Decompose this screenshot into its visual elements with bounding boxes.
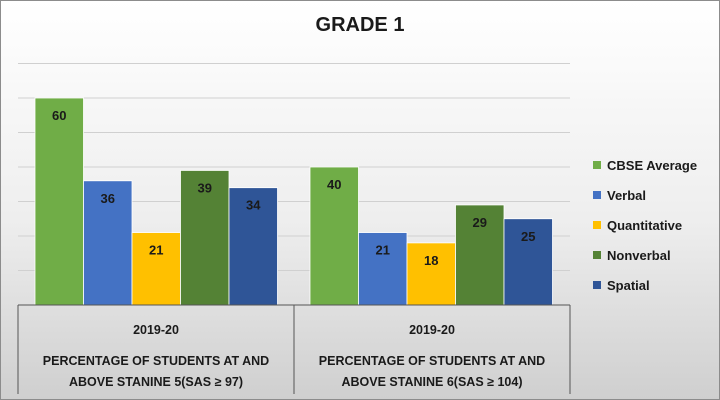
data-label: 21 xyxy=(149,243,163,258)
bar-nonverbal-2 xyxy=(455,204,505,306)
legend-swatch xyxy=(593,221,601,229)
chart-title: GRADE 1 xyxy=(315,14,405,36)
legend-swatch xyxy=(593,191,601,199)
data-label: 36 xyxy=(101,191,115,206)
legend-swatch xyxy=(593,161,601,169)
legend-label: Verbal xyxy=(607,187,647,203)
data-label: 60 xyxy=(52,108,66,123)
legend-item: CBSE Average xyxy=(593,150,713,180)
bar-nonverbal-1 xyxy=(180,170,230,306)
legend-item: Spatial xyxy=(593,270,713,300)
legend-label: CBSE Average xyxy=(607,157,698,173)
data-label: 21 xyxy=(376,243,390,258)
chart-legend: CBSE Average Verbal Quantitative Nonverbal S… xyxy=(593,150,713,300)
legend-label: Nonverbal xyxy=(607,247,671,263)
legend-label: Quantitative xyxy=(607,217,683,233)
bar-spatial-2 xyxy=(503,218,553,306)
data-label: 40 xyxy=(327,177,341,192)
bar-cbse-average-2 xyxy=(309,166,359,306)
category-label-line1: PERCENTAGE OF STUDENTS AT AND xyxy=(319,354,545,368)
category-label-line2: ABOVE STANINE 5(SAS ≥ 97) xyxy=(69,375,243,389)
legend-swatch xyxy=(593,281,601,289)
data-label: 29 xyxy=(473,215,487,230)
legend-item: Nonverbal xyxy=(593,240,713,270)
data-label: 34 xyxy=(246,198,261,213)
legend-item: Verbal xyxy=(593,180,713,210)
category-label-line1: PERCENTAGE OF STUDENTS AT AND xyxy=(43,354,269,368)
bar-verbal-1 xyxy=(83,180,133,306)
category-year-label: 2019-20 xyxy=(133,323,179,337)
data-label: 39 xyxy=(198,180,212,195)
bar-cbse-average-1 xyxy=(34,97,84,306)
category-year-label: 2019-20 xyxy=(409,323,455,337)
legend-item: Quantitative xyxy=(593,210,713,240)
bar-quantitative-2 xyxy=(406,242,456,306)
bar-verbal-2 xyxy=(358,232,408,306)
data-label: 25 xyxy=(521,229,535,244)
data-label: 18 xyxy=(424,253,438,268)
bar-quantitative-1 xyxy=(131,232,181,306)
category-label-line2: ABOVE STANINE 6(SAS ≥ 104) xyxy=(342,375,523,389)
legend-label: Spatial xyxy=(607,277,650,293)
bar-spatial-1 xyxy=(228,187,278,306)
legend-swatch xyxy=(593,251,601,259)
